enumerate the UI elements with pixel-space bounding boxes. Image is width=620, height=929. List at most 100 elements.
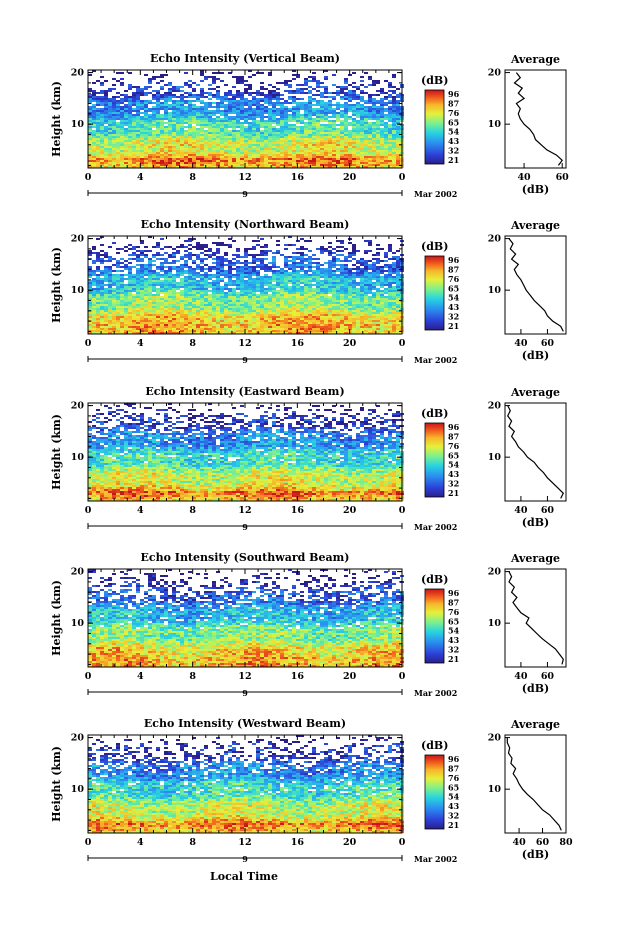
heatmap-cell	[384, 284, 388, 286]
heatmap-cell	[256, 120, 260, 122]
heatmap-cell	[356, 284, 360, 286]
heatmap-cell	[104, 80, 108, 82]
colorbar-tick-label: 54	[448, 127, 460, 137]
heatmap-cell	[248, 290, 252, 292]
heatmap-cell	[188, 252, 192, 254]
heatmap-cell	[308, 112, 312, 114]
heatmap-cell	[380, 292, 384, 294]
heatmap-cell	[192, 148, 196, 150]
heatmap-cell	[388, 134, 392, 136]
heatmap-cell	[148, 282, 152, 284]
heatmap-cell	[104, 90, 108, 92]
heatmap-cell	[244, 126, 248, 128]
heatmap-cell	[240, 274, 244, 276]
heatmap-cell	[396, 158, 400, 160]
heatmap-cell	[328, 264, 332, 266]
heatmap-cell	[260, 292, 264, 294]
heatmap-cell	[192, 158, 196, 160]
heatmap-cell	[380, 280, 384, 282]
heatmap-cell	[356, 166, 360, 168]
heatmap-cell	[372, 140, 376, 142]
heatmap-cell	[220, 244, 224, 246]
heatmap-cell	[272, 128, 276, 130]
heatmap-cell	[380, 122, 384, 124]
heatmap-cell	[284, 280, 288, 282]
heatmap-cell	[396, 126, 400, 128]
heatmap-cell	[108, 282, 112, 284]
heatmap-cell	[88, 74, 92, 76]
heatmap-cell	[360, 164, 364, 166]
heatmap-cell	[348, 118, 352, 120]
heatmap-cell	[280, 138, 284, 140]
heatmap-cell	[224, 244, 228, 246]
heatmap-cell	[152, 134, 156, 136]
heatmap-cell	[104, 96, 108, 98]
heatmap-cell	[300, 128, 304, 130]
heatmap-cell	[116, 300, 120, 302]
heatmap-cell	[284, 90, 288, 92]
heatmap-cell	[292, 96, 296, 98]
heatmap-cell	[384, 274, 388, 276]
heatmap-cell	[164, 112, 168, 114]
heatmap-cell	[392, 120, 396, 122]
heatmap-cell	[180, 302, 184, 304]
heatmap-cell	[252, 142, 256, 144]
heatmap-cell	[228, 104, 232, 106]
heatmap-cell	[140, 166, 144, 168]
heatmap-cell	[356, 160, 360, 162]
heatmap-cell	[168, 288, 172, 290]
heatmap-cell	[384, 288, 388, 290]
heatmap-cell	[380, 144, 384, 146]
heatmap-cell	[112, 78, 116, 80]
heatmap-cell	[152, 120, 156, 122]
heatmap-cell	[96, 96, 100, 98]
heatmap-cell	[260, 258, 264, 260]
heatmap-cell	[104, 266, 108, 268]
heatmap-cell	[276, 296, 280, 298]
heatmap-cell	[132, 150, 136, 152]
heatmap-cell	[184, 126, 188, 128]
heatmap-cell	[140, 126, 144, 128]
heatmap-cell	[276, 292, 280, 294]
heatmap-cells	[88, 236, 404, 334]
heatmap-cell	[128, 122, 132, 124]
heatmap-cell	[208, 84, 212, 86]
heatmap-cell	[276, 290, 280, 292]
heatmap-cell	[96, 162, 100, 164]
heatmap-cell	[160, 164, 164, 166]
heatmap-cell	[136, 86, 140, 88]
heatmap-cell	[240, 150, 244, 152]
heatmap-cell	[140, 156, 144, 158]
heatmap-cell	[240, 298, 244, 300]
heatmap-cell	[200, 274, 204, 276]
heatmap-cell	[284, 292, 288, 294]
heatmap-cell	[372, 292, 376, 294]
heatmap-cell	[212, 136, 216, 138]
heatmap-cell	[168, 254, 172, 256]
heatmap-cell	[124, 290, 128, 292]
heatmap-cell	[136, 132, 140, 134]
heatmap-cell	[312, 266, 316, 268]
heatmap-cell	[356, 116, 360, 118]
heatmap-cell	[328, 126, 332, 128]
heatmap-cell	[280, 106, 284, 108]
heatmap-cell	[372, 82, 376, 84]
heatmap-cell	[304, 92, 308, 94]
heatmap-cell	[100, 128, 104, 130]
heatmap-cell	[192, 280, 196, 282]
heatmap-cell	[108, 146, 112, 148]
heatmap-cell	[332, 274, 336, 276]
heatmap-cell	[140, 124, 144, 126]
heatmap-cell	[268, 304, 272, 306]
heatmap-cell	[148, 116, 152, 118]
heatmap-cell	[324, 300, 328, 302]
heatmap-cell	[148, 118, 152, 120]
heatmap-cell	[192, 286, 196, 288]
heatmap-cell	[312, 270, 316, 272]
heatmap-cell	[188, 144, 192, 146]
heatmap-cell	[392, 292, 396, 294]
heatmap-cell	[220, 110, 224, 112]
heatmap-cell	[200, 296, 204, 298]
heatmap-cell	[128, 138, 132, 140]
heatmap-cell	[104, 108, 108, 110]
